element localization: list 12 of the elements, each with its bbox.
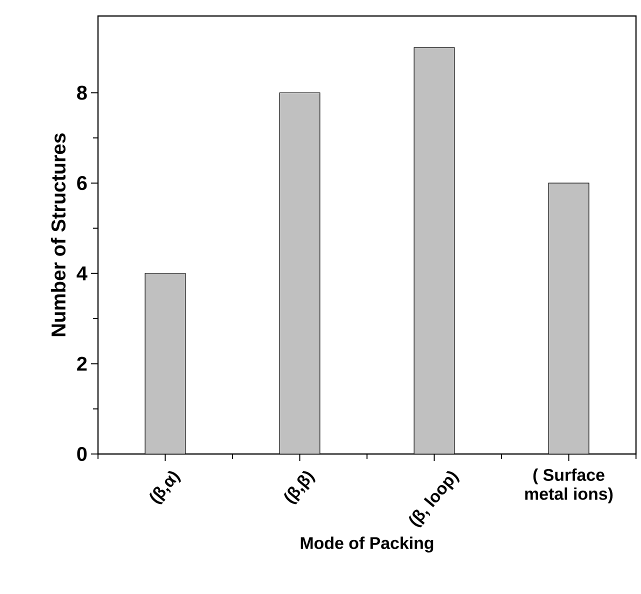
y-tick-label: 4	[76, 266, 88, 280]
x-axis-title: Mode of Packing	[300, 536, 434, 553]
bar	[548, 182, 590, 454]
bar	[279, 92, 320, 454]
y-tick-label: 8	[77, 86, 87, 100]
y-tick-label: 6	[77, 176, 87, 190]
x-tick-label: ( Surface metal ions)	[525, 468, 613, 504]
bar	[414, 47, 455, 454]
y-axis-title: Number of Structures	[50, 133, 66, 336]
y-tick-label: 0	[77, 446, 87, 462]
y-tick-label: 2	[77, 356, 87, 371]
bar	[144, 273, 186, 454]
